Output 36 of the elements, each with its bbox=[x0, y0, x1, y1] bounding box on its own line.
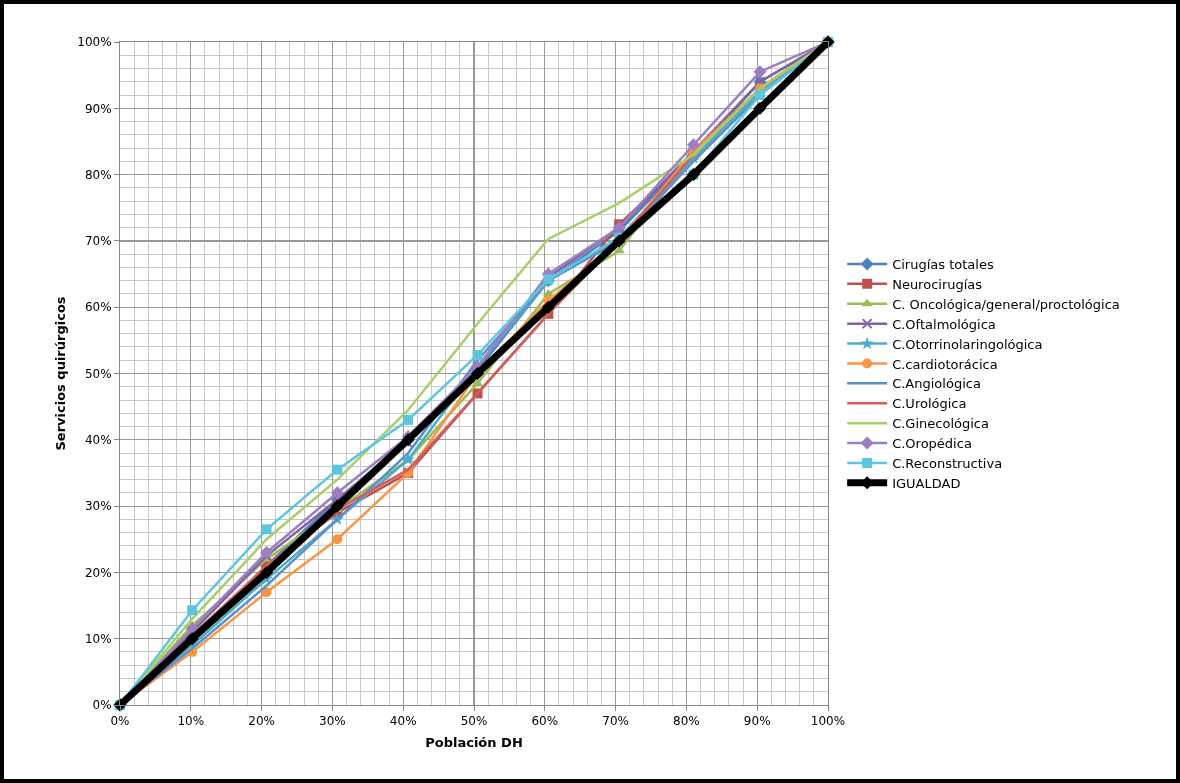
legend-label: C.Otorrinolaringológica bbox=[892, 336, 1043, 352]
x-tick-label: 70% bbox=[602, 714, 629, 729]
x-tick-label: 0% bbox=[110, 714, 130, 729]
legend-label: Neurocirugías bbox=[892, 276, 983, 292]
y-tick-label: 90% bbox=[84, 101, 112, 116]
x-axis-title: Población DH bbox=[425, 735, 523, 750]
x-tick-label: 30% bbox=[319, 714, 346, 729]
legend-label: C.Oftalmológica bbox=[892, 316, 996, 332]
legend-label: C.Ginecológica bbox=[892, 416, 989, 432]
y-tick-label: 10% bbox=[84, 631, 112, 646]
y-tick-label: 70% bbox=[84, 234, 112, 249]
y-axis-title: Servicios quirúrgicos bbox=[53, 296, 69, 451]
x-tick-label: 60% bbox=[531, 714, 559, 729]
legend-label: C.Oropédica bbox=[892, 436, 972, 452]
y-tick-label: 50% bbox=[84, 366, 112, 381]
y-tick-label: 60% bbox=[84, 300, 112, 315]
legend-label: C.Urológica bbox=[892, 396, 967, 412]
y-tick-label: 0% bbox=[92, 698, 112, 713]
x-tick-label: 80% bbox=[673, 714, 700, 729]
x-tick-label: 90% bbox=[743, 714, 771, 729]
y-tick-label: 20% bbox=[84, 565, 112, 580]
x-tick-label: 40% bbox=[389, 714, 417, 729]
x-tick-label: 10% bbox=[177, 714, 205, 729]
y-tick-label: 100% bbox=[77, 35, 112, 50]
legend-label: C. Oncológica/general/proctológica bbox=[892, 296, 1120, 312]
legend-label: C.Reconstructiva bbox=[892, 456, 1003, 472]
y-tick-label: 80% bbox=[84, 167, 112, 182]
legend-label: C.Angiológica bbox=[892, 376, 981, 392]
y-tick-label: 30% bbox=[84, 499, 112, 514]
legend-label: Cirugías totales bbox=[892, 257, 994, 273]
legend-label: IGUALDAD bbox=[892, 475, 961, 491]
legend-label: C.cardiotorácica bbox=[892, 356, 998, 372]
x-tick-label: 20% bbox=[248, 714, 275, 729]
x-tick-label: 50% bbox=[460, 714, 488, 729]
x-tick-label: 100% bbox=[810, 714, 846, 729]
y-tick-label: 40% bbox=[84, 433, 112, 447]
